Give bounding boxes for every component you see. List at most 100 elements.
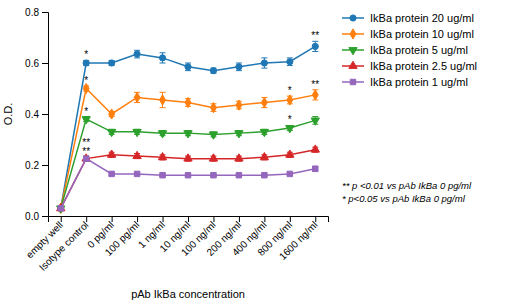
x-tick-mark (137, 216, 138, 222)
point (133, 151, 141, 158)
point (58, 206, 63, 211)
annotation: * p<0.05 vs pAb IkBa 0 pg/ml (342, 193, 466, 204)
x-tick-mark (86, 216, 87, 222)
point (260, 153, 268, 160)
legend-symbol (349, 48, 357, 55)
x-tick: Isotype control (37, 216, 91, 273)
point (209, 132, 217, 139)
legend-label: IkBa protein 20 ug/ml (370, 12, 474, 24)
error-bar (134, 92, 140, 102)
significance-label: ** (82, 137, 90, 148)
y-tick-mark (42, 216, 48, 217)
y-tick-mark (42, 12, 48, 13)
legend-symbol (350, 15, 356, 21)
series (57, 117, 320, 214)
legend-item: IkBa protein 1 ug/ml (342, 76, 468, 88)
point (261, 60, 267, 66)
series-line (61, 150, 316, 209)
x-tick-mark (239, 216, 240, 222)
y-tick-label: 0.8 (25, 7, 39, 18)
point (260, 129, 268, 136)
point (107, 150, 115, 157)
y-axis: 0.00.20.40.60.8 (25, 7, 48, 222)
point (185, 172, 190, 177)
error-bar (261, 58, 267, 68)
error-bar (312, 166, 318, 171)
significance-label: ** (311, 30, 319, 41)
point (160, 172, 165, 177)
significance-label: * (288, 85, 292, 96)
point (262, 172, 267, 177)
legend-label: IkBa protein 5 ug/ml (370, 44, 468, 56)
x-tick-mark (213, 216, 214, 222)
annotations: ** p <0.01 vs pAb IkBa 0 pg/ml* p<0.05 v… (342, 180, 472, 204)
legend-item: IkBa protein 20 ug/ml (342, 12, 474, 24)
series (58, 41, 319, 211)
series-line (61, 159, 316, 209)
point (210, 68, 216, 74)
point (312, 43, 318, 49)
error-bar (160, 53, 166, 63)
significance-label: * (84, 106, 88, 117)
point (58, 205, 64, 211)
point (82, 117, 90, 124)
x-tick-mark (112, 216, 113, 222)
point (185, 64, 191, 70)
error-bar (160, 92, 166, 107)
y-tick: 0.4 (25, 109, 48, 120)
point (83, 60, 89, 66)
point (286, 126, 294, 133)
error-bar (185, 63, 191, 71)
legend-symbol (350, 79, 355, 84)
point (311, 118, 319, 125)
legend-label: IkBa protein 10 ug/ml (370, 28, 474, 40)
chart-container: empty wellIsotype control0 pg/ml100 pg/m… (0, 0, 513, 304)
y-axis-line (42, 13, 49, 217)
y-tick-mark (42, 63, 48, 64)
x-tick-label: Isotype control (37, 219, 91, 273)
x-axis-title: pAb IkBa concentration (131, 288, 245, 300)
x-tick-mark (61, 216, 62, 222)
y-tick: 0.6 (25, 58, 48, 69)
y-tick: 0.2 (25, 160, 48, 171)
error-bar (287, 58, 293, 66)
point (236, 64, 242, 70)
point (287, 171, 292, 176)
legend-label: IkBa protein 2.5 ug/ml (370, 60, 477, 72)
point (109, 60, 115, 66)
x-tick-mark (188, 216, 189, 222)
point (159, 55, 165, 61)
significance-label: * (84, 75, 88, 86)
point (236, 172, 241, 177)
point (235, 131, 243, 138)
legend: IkBa protein 20 ug/ml IkBa protein 10 ug/… (342, 12, 477, 88)
y-tick-label: 0.6 (25, 58, 39, 69)
error-bar (312, 41, 318, 51)
point (134, 92, 140, 102)
legend-symbol (350, 29, 356, 39)
point (160, 95, 166, 105)
significance-label: ** (311, 79, 319, 90)
point (287, 95, 293, 105)
legend-symbol (349, 61, 357, 68)
point (134, 51, 140, 57)
marks (57, 41, 320, 213)
point (134, 171, 139, 176)
x-tick: 100 pg/ml (103, 216, 142, 258)
point (107, 129, 115, 136)
y-axis-title: O.D. (2, 103, 14, 126)
point (184, 154, 192, 161)
point (313, 166, 318, 171)
plot-area: empty wellIsotype control0 pg/ml100 pg/m… (24, 7, 329, 273)
series (58, 156, 319, 211)
point (184, 131, 192, 138)
legend-item: IkBa protein 2.5 ug/ml (342, 60, 477, 72)
point (109, 109, 115, 119)
point (109, 171, 114, 176)
y-tick: 0.8 (25, 7, 48, 18)
x-tick-mark (264, 216, 265, 222)
point (209, 154, 217, 161)
x-tick-mark (163, 216, 164, 222)
point (158, 131, 166, 138)
series (58, 83, 319, 213)
